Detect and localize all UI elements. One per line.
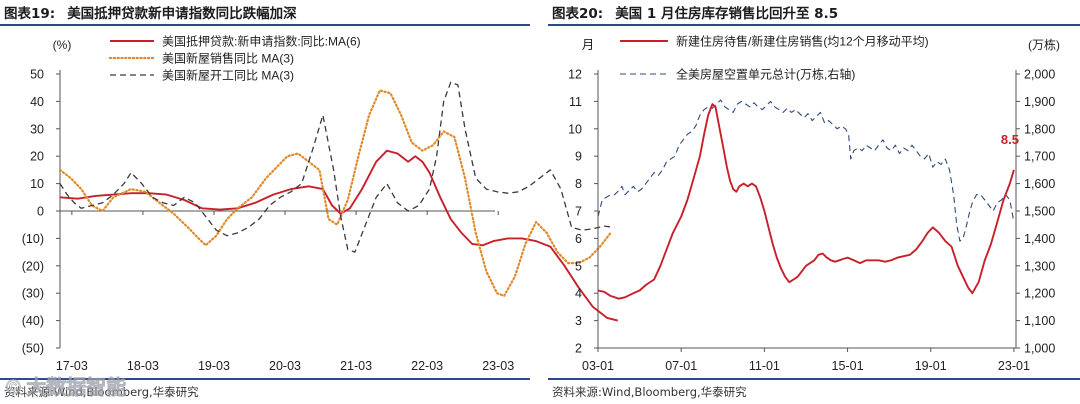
latest-value-label: 8.5 (1001, 132, 1019, 147)
y-axis-unit-label: (%) (53, 38, 72, 52)
legend-label-3: 美国新屋开工同比 MA(3) (162, 68, 294, 83)
series-line-1 (597, 103, 1015, 300)
y-tick-label: 30 (30, 122, 44, 136)
y-tick-label: (50) (22, 342, 44, 356)
x-tick-label: 20-03 (269, 359, 301, 373)
x-tick-label: 23-01 (998, 359, 1030, 373)
y-tick-label-right: 1,000 (1024, 342, 1055, 356)
x-tick-label: 11-01 (749, 359, 780, 373)
y-tick-label-right: 1,400 (1024, 232, 1055, 246)
y-tick-label-left: 5 (575, 259, 582, 273)
left-figure-heading: 美国抵押贷款新申请指数同比跌幅加深 (67, 6, 297, 22)
x-tick-label: 21-03 (340, 359, 372, 373)
y-tick-label-right: 1,600 (1024, 177, 1055, 191)
y-tick-label-right: 2,000 (1024, 68, 1055, 82)
right-figure-heading: 美国 1 月住房库存销售比回升至 8.5 (615, 6, 839, 22)
y-tick-label-left: 2 (575, 342, 582, 356)
right-figure-panel: 图表20: 美国 1 月住房库存销售比回升至 8.5 月 (万栋) 12 11 10 9 8 7… (548, 0, 1080, 404)
y-tick-label-left: 6 (575, 232, 582, 246)
y-tick-label: (40) (22, 314, 44, 328)
x-tick-label: 22-03 (411, 359, 443, 373)
legend-label-1: 美国抵押贷款:新申请指数:同比:MA(6) (162, 34, 361, 49)
y-tick-label-right: 1,900 (1024, 95, 1055, 109)
y-tick-label-right: 1,300 (1024, 259, 1055, 273)
left-footer-rule (0, 378, 530, 380)
y-tick-label-left: 10 (568, 122, 582, 136)
series-line-2 (597, 99, 1015, 242)
y-tick-label-left: 7 (575, 205, 582, 219)
legend-label-2: 美国新屋销售同比 MA(3) (162, 51, 294, 66)
left-title-rule (0, 24, 530, 26)
series-line-2 (58, 89, 612, 297)
y-tick-label-right: 1,100 (1024, 314, 1055, 328)
y-axis-title-right: (万栋) (1028, 37, 1060, 52)
right-chart: 月 (万栋) 12 11 10 9 8 7 6 5 4 3 2 2,000 1,900 1,800 1,700 1… (568, 34, 1060, 374)
series-line-3 (59, 81, 615, 253)
y-axis-title-left: 月 (582, 38, 595, 52)
y-tick-label-left: 11 (569, 95, 582, 109)
y-tick-label: 20 (30, 150, 44, 164)
series-line-1 (59, 149, 619, 322)
y-tick-label: 50 (30, 68, 44, 82)
x-tick-label: 07-01 (665, 359, 697, 373)
y-tick-label: (20) (22, 259, 44, 273)
left-figure-title: 图表19: 美国抵押贷款新申请指数同比跌幅加深 (4, 2, 297, 22)
legend-label-1: 新建住房待售/新建住房销售(均12个月移动平均) (676, 34, 929, 49)
y-tick-label-left: 8 (575, 177, 582, 191)
x-tick-label: 18-03 (127, 359, 159, 373)
y-tick-label: 40 (30, 95, 44, 109)
x-tick-label: 19-03 (198, 359, 230, 373)
left-chart: (%) 50 40 30 20 10 0 (10) (20) (30) (40) (50) 17-03 1… (22, 34, 619, 373)
x-tick-label: 15-01 (832, 359, 864, 373)
y-tick-label-right: 1,500 (1024, 205, 1055, 219)
right-title-rule (548, 24, 1080, 26)
y-tick-label-left: 3 (575, 314, 582, 328)
y-tick-label-left: 9 (575, 150, 582, 164)
legend-label-2: 全美房屋空置单元总计(万栋,右轴) (676, 67, 855, 82)
x-tick-label: 19-01 (915, 359, 947, 373)
x-tick-label: 03-01 (582, 359, 614, 373)
right-source-note: 资料来源:Wind,Bloomberg,华泰研究 (552, 385, 747, 399)
right-footer-rule (548, 378, 1080, 380)
x-tick-label: 17-03 (56, 359, 88, 373)
y-tick-label-right: 1,200 (1024, 287, 1055, 301)
y-tick-label: (30) (22, 287, 44, 301)
x-tick-label: 23-03 (482, 359, 514, 373)
y-tick-label-left: 12 (568, 68, 582, 82)
y-tick-label: (10) (22, 232, 44, 246)
y-tick-label-left: 4 (575, 287, 582, 301)
right-figure-label: 图表20: (552, 6, 604, 22)
y-tick-label-right: 1,700 (1024, 150, 1055, 164)
left-source-note: 资料来源:Wind,Bloomberg,华泰研究 (4, 385, 199, 399)
y-tick-label-right: 1,800 (1024, 122, 1055, 136)
y-tick-label: 10 (30, 177, 44, 191)
y-tick-label: 0 (37, 205, 44, 219)
left-figure-label: 图表19: (4, 6, 56, 22)
left-figure-panel: 图表19: 美国抵押贷款新申请指数同比跌幅加深 (%) 50 40 30 20 10 0 (10… (0, 0, 619, 404)
right-figure-title: 图表20: 美国 1 月住房库存销售比回升至 8.5 (552, 2, 838, 22)
